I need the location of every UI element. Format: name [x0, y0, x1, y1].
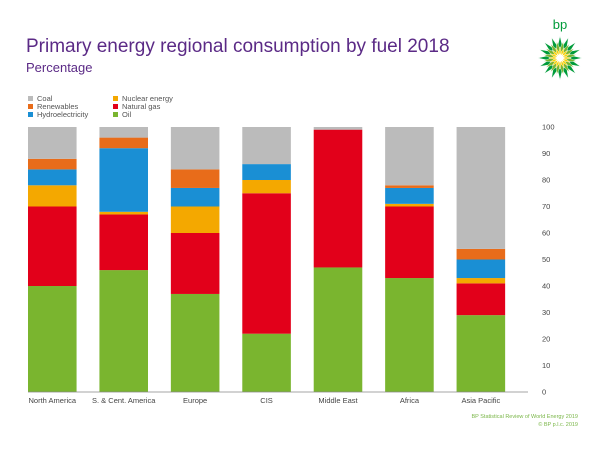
y-tick-label: 40: [542, 282, 550, 291]
bar-segment-nuclear-energy: [456, 278, 506, 284]
x-tick-label: S. & Cent. America: [92, 396, 156, 405]
x-tick-label: Asia Pacific: [461, 396, 500, 405]
y-tick-label: 10: [542, 361, 550, 370]
legend-label: Hydroelectricity: [37, 110, 89, 119]
bar-segment-coal: [313, 127, 363, 130]
bar-segment-coal: [99, 127, 148, 138]
legend-label: Nuclear energy: [122, 94, 173, 103]
source-note: BP Statistical Review of World Energy 20…: [472, 413, 579, 429]
y-tick-label: 50: [542, 255, 550, 264]
bar-segment-nuclear-energy: [385, 203, 434, 207]
bar-segment-nuclear-energy: [170, 206, 220, 233]
legend-item-hydroelectricity: Hydroelectricity: [28, 110, 88, 119]
chart-subtitle: Percentage: [26, 60, 93, 75]
legend-swatch: [28, 96, 33, 101]
x-tick-label: Africa: [400, 396, 420, 405]
legend-swatch: [28, 112, 33, 117]
y-tick-label: 20: [542, 335, 550, 344]
legend-label: Natural gas: [122, 102, 161, 111]
bar-segment-coal: [385, 127, 434, 186]
y-tick-label: 100: [542, 123, 555, 132]
bar-segment-renewables: [99, 137, 148, 149]
bar-segment-natural-gas: [242, 193, 291, 334]
bar-segment-oil: [456, 315, 506, 392]
bar-segment-oil: [28, 286, 77, 392]
y-tick-label: 80: [542, 176, 550, 185]
bar-segment-hydroelectricity: [242, 164, 291, 180]
bar-segment-hydroelectricity: [170, 187, 220, 207]
bar-segment-hydroelectricity: [385, 187, 434, 204]
bar-segment-renewables: [385, 185, 434, 188]
bar-segment-coal: [242, 127, 291, 165]
y-tick-label: 70: [542, 202, 550, 211]
bar-segment-natural-gas: [99, 214, 148, 271]
bar-segment-natural-gas: [385, 206, 434, 279]
legend-label: Oil: [122, 110, 132, 119]
bar-segment-renewables: [456, 248, 506, 260]
logo-text: bp: [553, 17, 567, 32]
bar-segment-hydroelectricity: [28, 169, 77, 186]
legend-swatch: [113, 96, 118, 101]
bar-segment-oil: [242, 333, 291, 392]
bar-segment-oil: [385, 278, 434, 392]
legend-label: Coal: [37, 94, 53, 103]
chart-title: Primary energy regional consumption by f…: [26, 36, 450, 57]
x-tick-label: Europe: [183, 396, 207, 405]
bar-segment-hydroelectricity: [456, 259, 506, 279]
bar-segment-coal: [28, 127, 77, 159]
legend-swatch: [28, 104, 33, 109]
bar-segment-hydroelectricity: [99, 148, 148, 212]
bar-segment-natural-gas: [456, 283, 506, 316]
y-tick-label: 30: [542, 308, 550, 317]
legend-swatch: [113, 104, 118, 109]
bp-helios-logo-icon: bp: [537, 17, 583, 80]
x-tick-label: Middle East: [318, 396, 358, 405]
x-tick-label: North America: [29, 396, 77, 405]
bar-segment-nuclear-energy: [242, 180, 291, 194]
bar-segment-oil: [99, 270, 148, 392]
bar-segment-oil: [313, 267, 363, 392]
legend-item-natural-gas: Natural gas: [113, 102, 160, 111]
legend-item-coal: Coal: [28, 94, 52, 103]
y-tick-label: 60: [542, 229, 550, 238]
source-line-1: BP Statistical Review of World Energy 20…: [471, 414, 579, 420]
bar-segment-natural-gas: [170, 233, 220, 294]
x-tick-label: CIS: [260, 396, 273, 405]
y-tick-label: 90: [542, 149, 550, 158]
legend-swatch: [113, 112, 118, 117]
bar-segment-renewables: [28, 158, 77, 170]
bar-segment-oil: [170, 293, 220, 392]
bar-segment-natural-gas: [28, 206, 77, 286]
legend-item-renewables: Renewables: [28, 102, 78, 111]
legend-label: Renewables: [37, 102, 79, 111]
bar-segment-nuclear-energy: [28, 185, 77, 207]
bar-segment-renewables: [170, 169, 220, 188]
source-line-2: © BP p.l.c. 2019: [538, 422, 578, 428]
bar-segment-coal: [456, 127, 506, 249]
legend-item-nuclear-energy: Nuclear energy: [113, 94, 173, 103]
bar-segment-coal: [170, 127, 220, 170]
legend-item-oil: Oil: [113, 110, 131, 119]
bar-segment-natural-gas: [313, 129, 363, 268]
bar-segment-nuclear-energy: [99, 211, 148, 215]
y-tick-label: 0: [542, 388, 546, 397]
